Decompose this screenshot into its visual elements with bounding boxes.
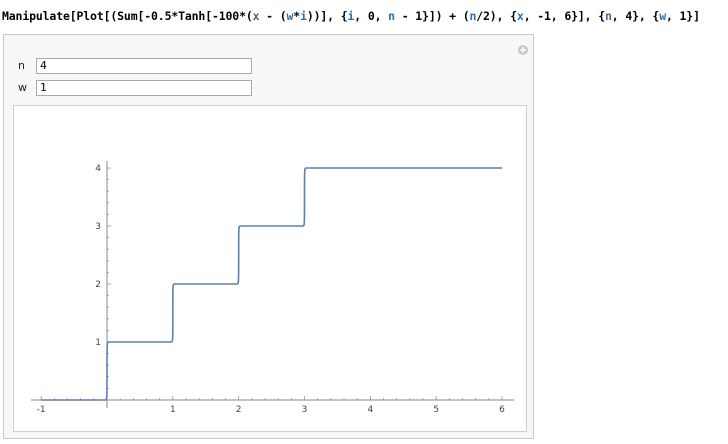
code-token: , 0, xyxy=(354,9,389,23)
control-label-n: n xyxy=(18,59,25,72)
x-tick-label: 6 xyxy=(499,405,505,415)
control-input-w[interactable]: 1 xyxy=(36,80,252,96)
code-token: ))], { xyxy=(306,9,348,23)
y-tick-label: 3 xyxy=(95,222,101,232)
code-token: w xyxy=(286,9,294,23)
code-token: * xyxy=(293,9,301,23)
x-tick-label: -1 xyxy=(37,405,46,415)
code-token: - ( xyxy=(259,9,287,23)
x-tick-label: 4 xyxy=(367,405,373,415)
step-plot: -1 1 2 3 4 5 6 1 2 3 4 xyxy=(31,161,514,415)
x-tick-label: 3 xyxy=(302,405,308,415)
control-input-n[interactable]: 4 xyxy=(36,58,252,74)
code-token: i xyxy=(300,9,307,23)
code-token: n xyxy=(388,9,395,23)
code-token: , -1, 6}], { xyxy=(523,9,605,23)
control-label-w: w xyxy=(18,81,27,94)
x-tick-label: 1 xyxy=(170,405,176,415)
code-token: w xyxy=(659,9,666,23)
code-token: , 1}] xyxy=(665,9,700,23)
code-token: x xyxy=(516,9,524,23)
plot-area: -1 1 2 3 4 5 6 1 2 3 4 xyxy=(13,105,527,432)
manipulate-code-input[interactable]: Manipulate[Plot[(Sum[-0.5*Tanh[-100*(x -… xyxy=(2,9,700,23)
code-token: Manipulate[Plot[(Sum[-0.5*Tanh[-100*( xyxy=(2,9,253,23)
code-token: i xyxy=(347,9,355,23)
x-tick-label: 5 xyxy=(433,405,439,415)
y-tick-label: 1 xyxy=(95,338,101,348)
plus-icon[interactable] xyxy=(518,45,528,55)
y-tick-label: 2 xyxy=(95,280,101,290)
code-token: n xyxy=(469,9,477,23)
code-token: /2), { xyxy=(476,9,517,23)
code-token: n xyxy=(604,9,612,23)
step-series-line xyxy=(41,167,502,401)
manipulate-panel: n 4 w 1 -1 1 2 3 4 5 6 1 2 3 4 xyxy=(3,34,534,439)
code-token: - 1}]) + ( xyxy=(394,9,470,23)
x-tick-label: 2 xyxy=(236,405,242,415)
code-token: , 4}, { xyxy=(611,9,660,23)
y-tick-label: 4 xyxy=(95,164,101,174)
code-token: x xyxy=(252,9,260,23)
